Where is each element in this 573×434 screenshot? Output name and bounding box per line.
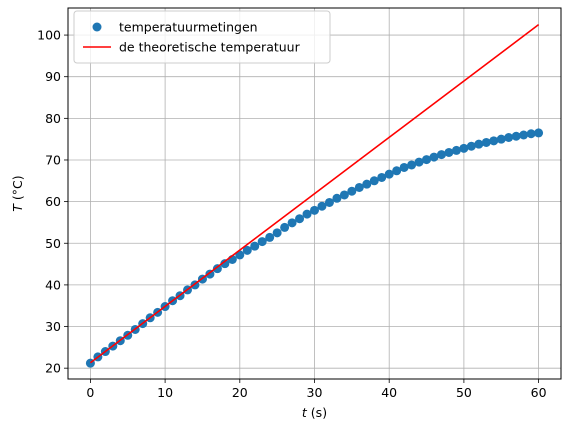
y-tick-label: 100 xyxy=(37,28,61,43)
data-point xyxy=(250,241,260,251)
data-point xyxy=(339,190,349,200)
data-point xyxy=(474,139,484,149)
y-tick-label: 50 xyxy=(45,236,61,251)
data-point xyxy=(295,214,305,224)
y-tick-label: 60 xyxy=(45,194,61,209)
data-point xyxy=(242,245,252,255)
x-axis-label: t (s) xyxy=(302,405,327,420)
data-point xyxy=(407,160,417,170)
data-point xyxy=(422,155,432,165)
data-point xyxy=(324,197,334,207)
legend: temperatuurmetingen de theoretische temp… xyxy=(73,10,331,64)
x-tick-label: 30 xyxy=(307,385,323,400)
legend-box xyxy=(73,10,331,64)
data-point xyxy=(257,237,267,247)
data-point xyxy=(481,137,491,147)
data-point xyxy=(377,172,387,182)
data-point xyxy=(369,176,379,186)
y-axis-label: T (°C) xyxy=(10,175,25,211)
data-point xyxy=(459,143,469,153)
x-tick-label: 0 xyxy=(86,385,94,400)
data-point xyxy=(504,132,514,142)
data-point xyxy=(489,136,499,146)
data-point xyxy=(429,152,439,162)
data-point xyxy=(354,182,364,192)
data-point xyxy=(317,201,327,211)
theoretical-temperature-line xyxy=(89,24,540,364)
data-point xyxy=(519,130,529,140)
data-point xyxy=(302,209,312,219)
data-point xyxy=(466,141,476,151)
y-axis-unit: (°C) xyxy=(10,175,25,204)
grid xyxy=(68,8,561,379)
data-point xyxy=(392,166,402,176)
data-point xyxy=(265,232,275,242)
data-point xyxy=(414,157,424,167)
data-point xyxy=(362,179,372,189)
y-axis-variable: T xyxy=(10,203,25,212)
data-point xyxy=(212,264,222,274)
x-tick-label: 60 xyxy=(531,385,547,400)
plot-series xyxy=(85,24,544,368)
data-point xyxy=(332,193,342,203)
x-axis-variable: t xyxy=(302,405,308,420)
data-point xyxy=(444,147,454,157)
data-point xyxy=(272,228,282,238)
data-point xyxy=(384,169,394,179)
data-point xyxy=(220,259,230,269)
data-point xyxy=(399,162,409,172)
y-tick-label: 90 xyxy=(45,69,61,84)
y-tick-label: 70 xyxy=(45,152,61,167)
legend-marker-measurements xyxy=(92,22,102,32)
data-point xyxy=(280,222,290,232)
data-point xyxy=(526,129,536,139)
data-point xyxy=(451,145,461,155)
data-point xyxy=(534,128,544,138)
data-point xyxy=(436,150,446,160)
axis-ticks: 0 10 20 30 40 50 60 20 30 40 50 60 70 80 90 100 xyxy=(37,28,546,400)
legend-label-measurements: temperatuurmetingen xyxy=(119,20,258,35)
x-tick-label: 20 xyxy=(232,385,248,400)
x-tick-label: 10 xyxy=(157,385,173,400)
data-point xyxy=(287,218,297,228)
data-point xyxy=(347,186,357,196)
legend-label-theoretical: de theoretische temperatuur xyxy=(119,40,301,55)
x-tick-label: 40 xyxy=(381,385,397,400)
data-point xyxy=(511,131,521,141)
x-tick-label: 50 xyxy=(456,385,472,400)
y-tick-label: 80 xyxy=(45,111,61,126)
data-point xyxy=(310,205,319,215)
y-tick-label: 40 xyxy=(45,277,61,292)
x-axis-unit: (s) xyxy=(307,405,327,420)
y-tick-label: 20 xyxy=(45,361,61,376)
y-tick-label: 30 xyxy=(45,319,61,334)
data-point xyxy=(496,134,506,144)
